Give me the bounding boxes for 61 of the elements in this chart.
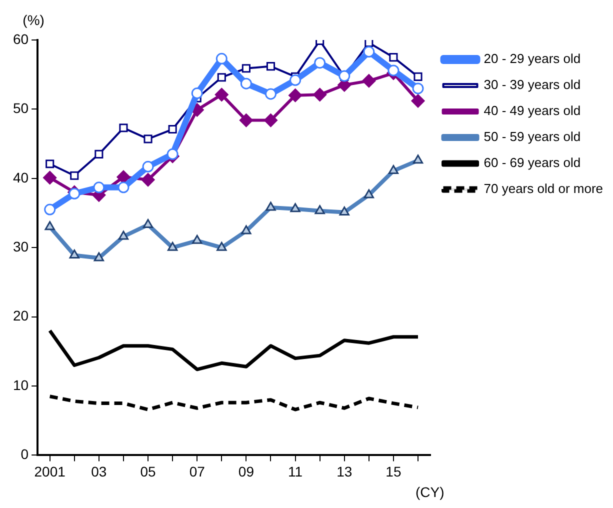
x-tick-label: 03 (91, 463, 107, 480)
point (363, 46, 375, 58)
point (411, 94, 425, 108)
x-tick-label: 15 (386, 463, 402, 480)
point (166, 148, 178, 160)
point (240, 78, 252, 90)
x-tick-label: 07 (189, 463, 206, 480)
legend-label: 40 - 49 years old (484, 103, 581, 118)
point (239, 114, 253, 128)
point (288, 88, 302, 102)
y-tick-label: 30 (12, 238, 29, 254)
point (313, 88, 327, 102)
legend-label: 30 - 39 years old (484, 77, 581, 92)
legend-label: 70 years old or more (484, 181, 604, 196)
point (264, 88, 276, 100)
point (141, 173, 155, 187)
y-tick-label: 10 (12, 376, 29, 393)
point (43, 170, 57, 184)
point (93, 182, 105, 194)
point (217, 73, 226, 82)
x-tick-label: 11 (288, 463, 303, 480)
x-tick-label: 13 (336, 463, 352, 480)
y-tick-label: 20 (12, 308, 29, 324)
point (388, 64, 400, 76)
y-tick-label: 0 (20, 446, 29, 462)
y-tick-label: 50 (12, 100, 29, 116)
y-tick-label: 40 (12, 169, 29, 186)
point (70, 171, 79, 180)
point (191, 88, 203, 100)
point (94, 150, 104, 158)
point (216, 52, 228, 64)
point (214, 88, 228, 102)
x-tick-label: 09 (238, 463, 254, 480)
point (118, 182, 130, 194)
legend-label: 50 - 59 years old (484, 129, 581, 144)
x-tick-label: 05 (140, 463, 156, 480)
point (314, 57, 326, 69)
point (242, 64, 250, 73)
y-axis-title: (%) (22, 12, 44, 28)
line-series (48, 394, 420, 412)
point (266, 62, 276, 71)
point (142, 160, 154, 172)
point (414, 72, 422, 81)
point (168, 124, 177, 134)
point (364, 40, 374, 48)
x-axis-title: (CY) (415, 484, 444, 500)
legend-label: 60 - 69 years old (484, 155, 581, 170)
point (362, 74, 376, 88)
point (389, 53, 398, 62)
point (46, 160, 54, 168)
point (68, 188, 80, 200)
y-tick-label: 60 (12, 30, 29, 47)
x-tick-label: 2001 (34, 463, 66, 480)
point (116, 170, 130, 184)
point (44, 204, 56, 216)
legend-label: 20 - 29 years old (484, 51, 581, 66)
point (264, 114, 278, 128)
point (144, 134, 152, 144)
point (290, 74, 302, 86)
point (412, 82, 424, 94)
point (119, 124, 128, 132)
